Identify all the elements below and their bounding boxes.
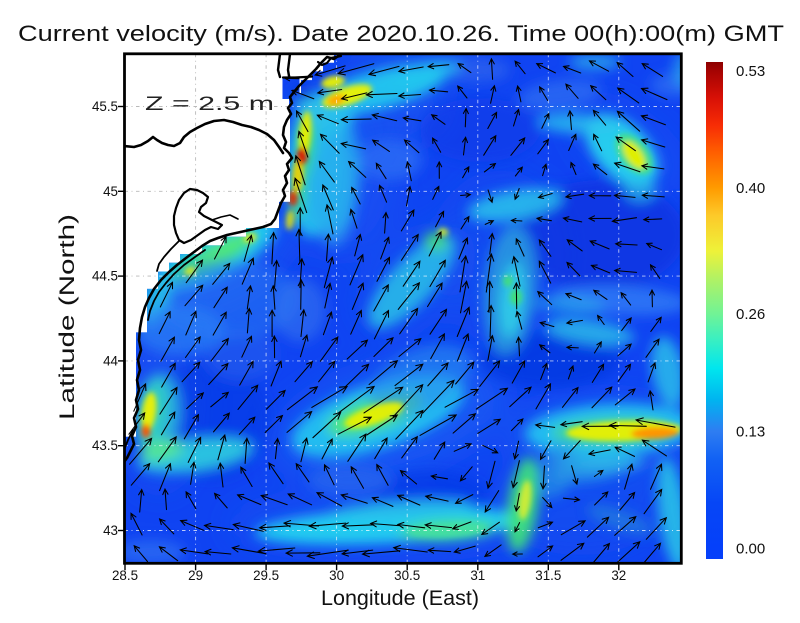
svg-text:45: 45 [103, 184, 118, 199]
svg-text:44: 44 [103, 353, 118, 368]
svg-text:0.40: 0.40 [736, 180, 765, 197]
svg-text:0.26: 0.26 [736, 306, 765, 323]
svg-text:Latitude (North): Latitude (North) [56, 214, 79, 420]
svg-text:31.5: 31.5 [535, 568, 561, 583]
svg-text:45.5: 45.5 [92, 99, 118, 114]
svg-text:29: 29 [188, 568, 203, 583]
svg-text:43.5: 43.5 [92, 438, 118, 453]
svg-text:Current velocity (m/s). Date 2: Current velocity (m/s). Date 2020.10.26.… [18, 21, 784, 46]
svg-text:44.5: 44.5 [92, 269, 118, 284]
svg-text:30.5: 30.5 [394, 568, 420, 583]
svg-text:28.5: 28.5 [112, 568, 138, 583]
svg-text:32: 32 [611, 568, 626, 583]
svg-text:0.13: 0.13 [736, 423, 765, 440]
svg-text:0.00: 0.00 [736, 541, 765, 558]
svg-text:Longitude (East): Longitude (East) [321, 587, 479, 610]
svg-text:30: 30 [329, 568, 344, 583]
svg-text:Z = 2.5 m: Z = 2.5 m [145, 93, 274, 115]
svg-text:43: 43 [103, 523, 118, 538]
svg-text:29.5: 29.5 [253, 568, 279, 583]
svg-text:0.53: 0.53 [736, 63, 765, 80]
svg-text:31: 31 [470, 568, 485, 583]
